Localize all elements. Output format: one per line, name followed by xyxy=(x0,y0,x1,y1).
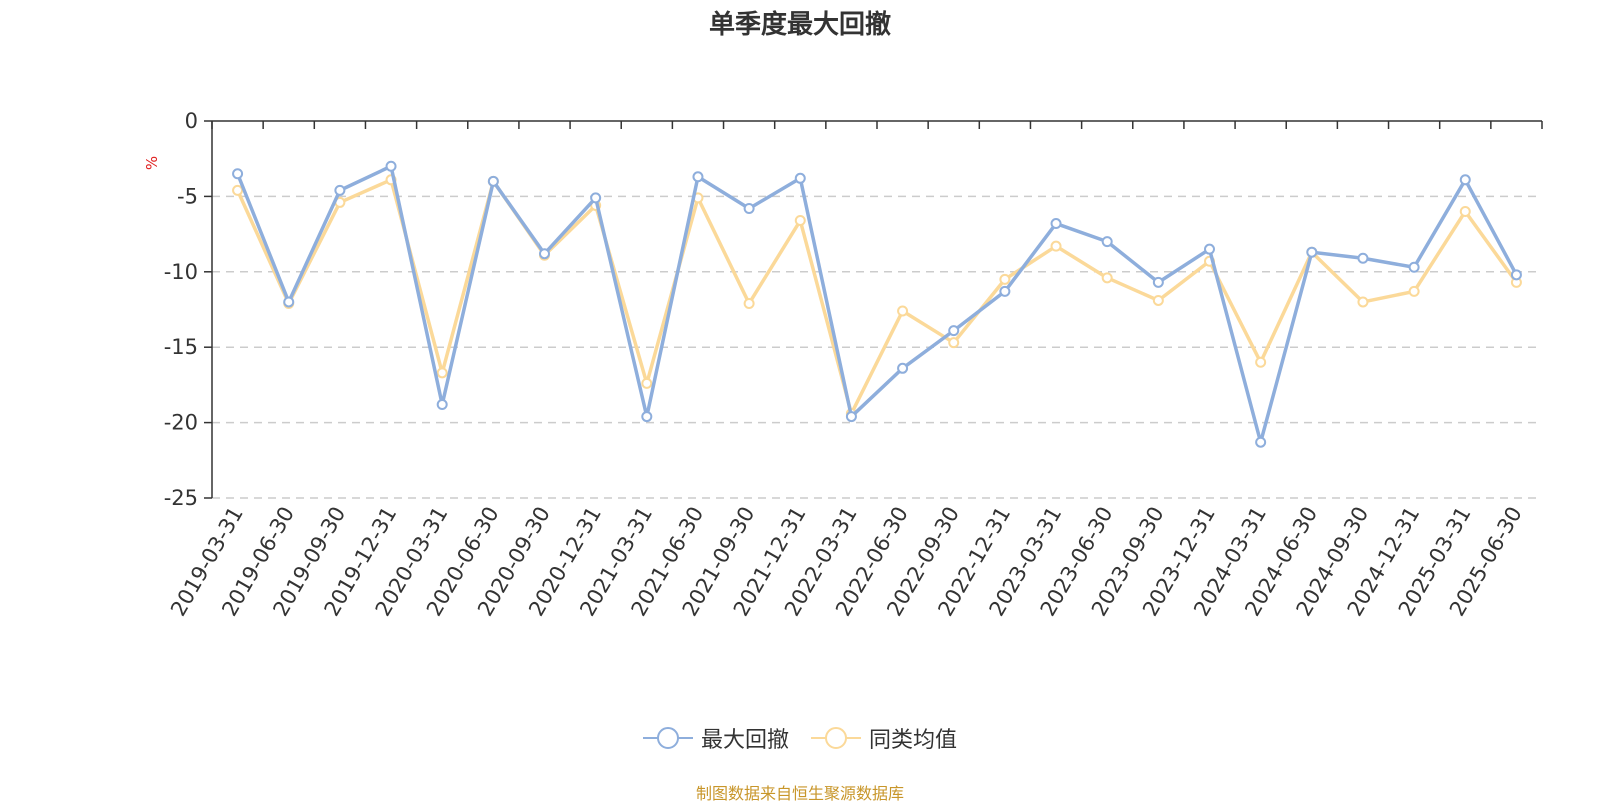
y-tick-label: -10 xyxy=(164,260,198,284)
data-point xyxy=(1152,294,1164,306)
data-point xyxy=(1152,276,1164,288)
data-point xyxy=(948,337,960,349)
series-lines xyxy=(232,160,1522,448)
data-point xyxy=(1357,296,1369,308)
data-point xyxy=(590,192,602,204)
data-point xyxy=(999,285,1011,297)
data-point xyxy=(1459,205,1471,217)
data-point xyxy=(1357,252,1369,264)
y-tick-label: -15 xyxy=(164,335,198,359)
data-point xyxy=(948,325,960,337)
data-point xyxy=(487,175,499,187)
legend-item-max-drawdown[interactable]: 最大回撤 xyxy=(642,722,789,754)
data-point xyxy=(436,367,448,379)
chart-title: 单季度最大回撤 xyxy=(708,10,891,40)
legend-label: 最大回撤 xyxy=(700,728,789,753)
data-point xyxy=(1204,243,1215,255)
data-point xyxy=(641,411,653,423)
data-point xyxy=(1255,356,1267,368)
legend: 最大回撤 同类均值 xyxy=(0,722,1600,754)
series-line xyxy=(235,164,1518,444)
data-point xyxy=(283,296,295,308)
data-point xyxy=(232,184,244,196)
series-line xyxy=(235,178,1518,416)
data-point xyxy=(334,184,346,196)
legend-label: 同类均值 xyxy=(869,728,958,753)
data-point xyxy=(1101,236,1113,248)
legend-item-peer-average[interactable]: 同类均值 xyxy=(811,722,957,754)
data-point xyxy=(232,168,244,180)
y-tick-label: 0 xyxy=(185,109,198,133)
data-point xyxy=(897,305,909,317)
data-point xyxy=(1101,272,1113,284)
grid-lines xyxy=(212,195,1542,499)
data-point xyxy=(743,202,755,214)
legend-marker-icon xyxy=(811,727,861,749)
data-point xyxy=(897,362,909,374)
data-point xyxy=(1306,246,1318,258)
data-point xyxy=(794,215,806,227)
data-point xyxy=(1510,269,1522,281)
data-point xyxy=(641,377,653,389)
data-point xyxy=(385,160,397,172)
y-tick-label: -5 xyxy=(177,184,198,208)
data-point xyxy=(845,411,857,423)
data-point xyxy=(999,273,1011,285)
data-point xyxy=(1408,261,1420,273)
y-axis-label: % xyxy=(143,156,161,170)
data-point xyxy=(1459,174,1471,186)
data-point xyxy=(1050,218,1062,230)
data-point xyxy=(743,297,755,309)
data-point xyxy=(436,399,448,411)
data-point xyxy=(539,248,550,260)
axes xyxy=(204,120,1543,499)
data-source-footer: 制图数据来自恒生聚源数据库 xyxy=(695,784,904,803)
data-point xyxy=(692,171,704,183)
data-point xyxy=(794,172,806,184)
data-point xyxy=(1050,240,1062,252)
data-point xyxy=(1255,436,1267,448)
legend-marker-icon xyxy=(642,727,693,749)
line-chart: 0-5-10-15-20-25%2019-03-312019-06-302019… xyxy=(143,109,1543,620)
y-tick-label: -25 xyxy=(164,486,198,510)
data-point xyxy=(1408,285,1420,297)
y-tick-label: -20 xyxy=(164,411,198,435)
